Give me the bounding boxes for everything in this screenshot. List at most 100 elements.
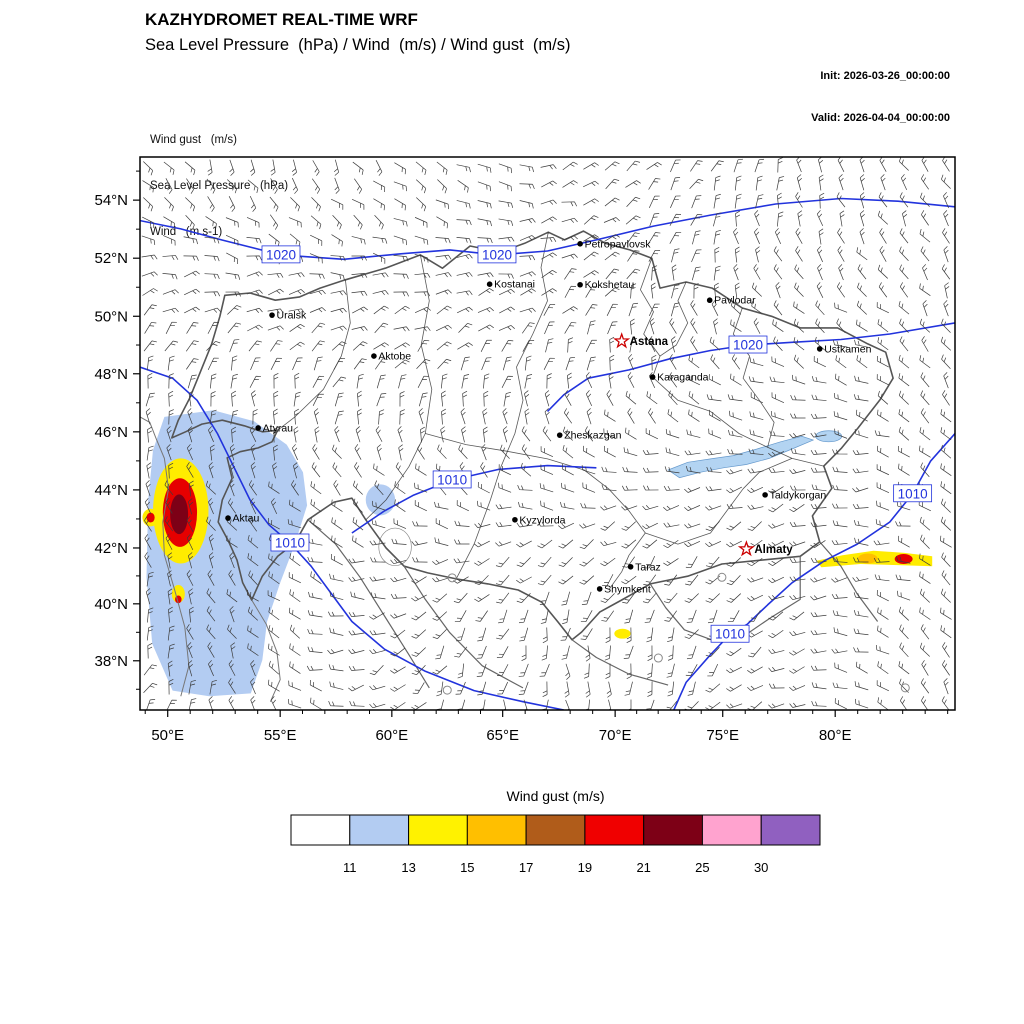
- wind-barb: [411, 702, 427, 710]
- wind-barb: [456, 164, 471, 173]
- wind-barb: [604, 287, 620, 297]
- wind-barb: [310, 571, 322, 584]
- wind-barb: [793, 354, 804, 369]
- wind-barb: [502, 356, 512, 371]
- wind-barb: [854, 537, 869, 546]
- wind-barb: [434, 501, 449, 510]
- wind-barb: [474, 522, 491, 528]
- oblast-border: [732, 307, 775, 448]
- wind-barb: [453, 592, 468, 604]
- wind-barb: [567, 337, 574, 353]
- wind-barb: [524, 355, 532, 371]
- wind-barb: [351, 255, 367, 261]
- wind-barb: [540, 609, 549, 624]
- wind-barb: [268, 481, 280, 494]
- wind-barb: [816, 210, 824, 227]
- wind-barb: [503, 391, 511, 407]
- wind-barb: [225, 235, 239, 246]
- wind-barb: [629, 338, 638, 353]
- wind-barb: [832, 520, 848, 528]
- wind-barb: [919, 588, 930, 603]
- wind-barb: [558, 557, 573, 567]
- wind-barb: [754, 210, 760, 227]
- wind-barb: [604, 409, 616, 422]
- wind-barb: [754, 158, 765, 173]
- colorbar-tick-label: 17: [519, 860, 533, 875]
- wind-barb: [705, 505, 722, 511]
- wind-barb: [188, 679, 197, 695]
- wind-barb: [310, 499, 322, 513]
- wind-barb: [627, 372, 635, 388]
- wind-barb: [940, 535, 952, 548]
- wind-barb: [600, 521, 616, 531]
- wind-barb: [144, 322, 157, 334]
- wind-barb: [246, 217, 260, 228]
- wind-barb: [648, 195, 660, 209]
- wind-barb: [390, 684, 406, 692]
- wind-barb: [714, 282, 719, 299]
- city-label: Karaganda: [657, 372, 709, 384]
- wind-barb: [879, 228, 887, 244]
- wind-barb: [454, 539, 470, 545]
- wind-barb: [879, 157, 887, 172]
- wind-barb: [856, 247, 868, 261]
- wind-barb: [440, 373, 448, 389]
- wind-barb: [374, 480, 384, 496]
- wind-barb: [537, 539, 553, 549]
- wind-barb: [395, 462, 405, 478]
- wind-barb: [604, 234, 620, 242]
- wind-barb: [376, 393, 387, 407]
- wind-barb: [414, 482, 428, 493]
- wind-barb: [412, 682, 425, 694]
- wind-barb: [707, 663, 719, 677]
- wind-barb: [329, 627, 344, 636]
- wind-barb: [734, 282, 740, 299]
- wind-barb: [880, 174, 886, 191]
- wind-barb: [270, 498, 278, 515]
- wind-barb: [814, 336, 826, 351]
- wind-barb: [642, 467, 659, 473]
- wind-barb: [856, 300, 867, 315]
- wind-barb: [818, 228, 824, 245]
- wind-barb: [643, 485, 659, 491]
- wind-barb: [411, 611, 427, 621]
- wind-barb: [331, 499, 343, 512]
- wind-barb: [790, 448, 806, 456]
- wind-barb: [687, 374, 701, 386]
- wind-barb: [310, 517, 322, 530]
- wind-barb: [794, 264, 804, 280]
- wind-barb: [417, 375, 429, 388]
- wind-barb: [626, 663, 632, 680]
- wind-barb: [437, 444, 447, 459]
- wind-barb: [644, 699, 655, 710]
- wind-barb: [684, 523, 701, 529]
- wind-barb: [411, 647, 426, 657]
- wind-barb: [313, 408, 319, 425]
- page-title: KAZHYDROMET REAL-TIME WRF: [145, 10, 418, 29]
- wind-barb: [818, 157, 824, 173]
- wind-barb: [311, 462, 321, 478]
- wind-barb: [773, 300, 783, 316]
- wind-barb: [663, 592, 678, 604]
- wind-barb: [622, 466, 638, 473]
- wind-barb: [940, 625, 952, 639]
- wind-barb: [348, 612, 365, 617]
- city-marker: Taldykorgan: [762, 489, 826, 501]
- wind-barb: [146, 462, 152, 479]
- wind-barb: [164, 480, 174, 496]
- wind-barb: [225, 217, 239, 228]
- wind-barb: [793, 318, 805, 333]
- wind-barb: [498, 325, 515, 331]
- wind-barb: [188, 552, 194, 569]
- wind-barb: [207, 321, 220, 334]
- wind-barb: [583, 663, 590, 679]
- wind-barb: [877, 409, 889, 422]
- wind-barb: [417, 340, 430, 352]
- wind-barb: [312, 393, 324, 406]
- lat-tick-label: 46°N: [94, 424, 128, 441]
- wind-barb: [411, 594, 427, 602]
- wind-barb: [418, 392, 428, 407]
- colorbar-cell: [349, 814, 410, 846]
- wind-barb: [417, 444, 425, 460]
- pressure-label-text: 1020: [266, 247, 296, 262]
